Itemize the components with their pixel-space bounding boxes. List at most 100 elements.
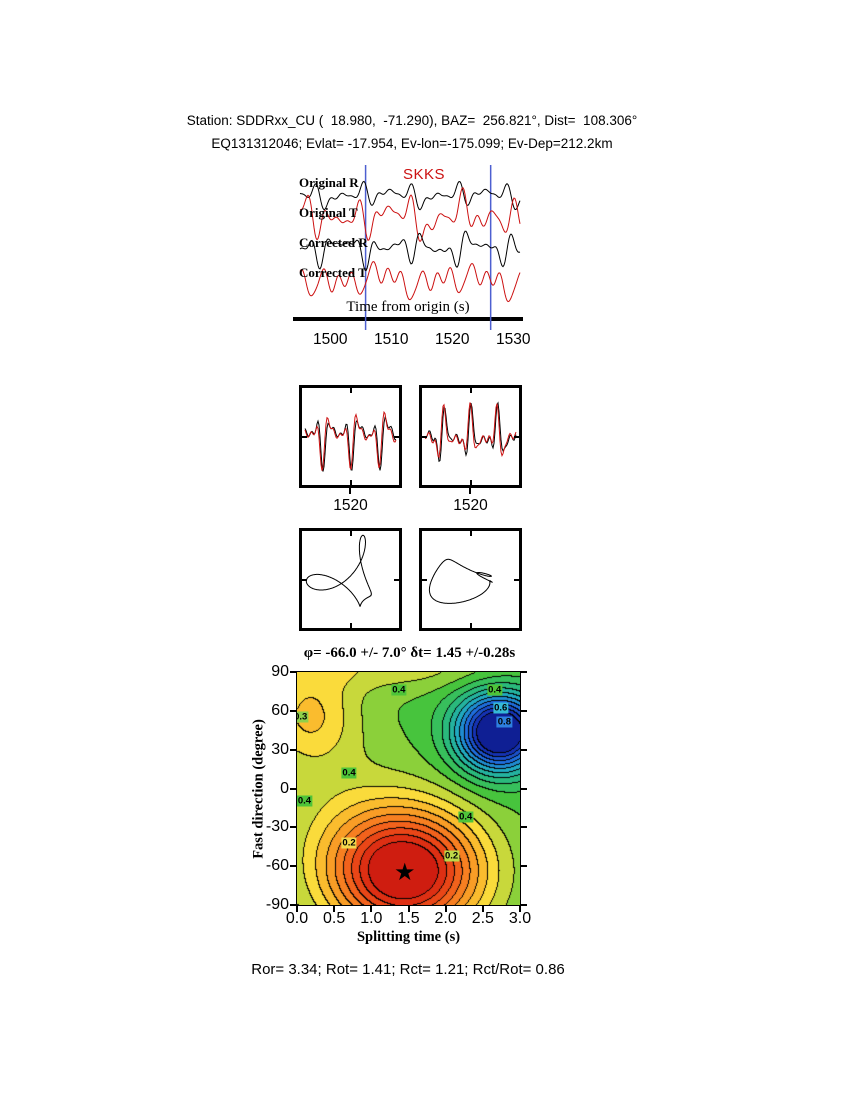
axis-tick-mark	[521, 671, 527, 673]
contour-label: 0.4	[297, 795, 313, 807]
x-axis-title: Splitting time (s)	[356, 929, 461, 945]
contour-label: 0.4	[341, 767, 357, 779]
frame-tick-mark	[302, 578, 307, 581]
axis-tick-mark	[290, 709, 296, 712]
frame-tick-mark	[349, 480, 352, 485]
component-trace-black	[424, 401, 517, 463]
results-line: Ror= 3.34; Rot= 1.41; Rct= 1.21; Rct/Rot…	[251, 961, 565, 978]
time-tick-label: 1500	[312, 331, 348, 348]
frame-tick-mark	[394, 578, 399, 581]
trace-original-t	[299, 187, 521, 243]
component-trace-red	[424, 402, 517, 459]
axis-tick-mark	[444, 906, 447, 912]
particle-motion-box-1	[299, 528, 402, 631]
y-tick-label: 0	[280, 779, 289, 797]
x-tick-label: 0.0	[285, 910, 309, 927]
contour-label: 0.6	[493, 702, 509, 714]
station-info-line: Station: SDDRxx_CU ( 18.980, -71.290), B…	[186, 113, 638, 128]
axis-tick-mark	[521, 748, 527, 751]
frame-tick-mark	[469, 623, 472, 628]
misfit-contour-plot: ★ 0.4 0.4 0.6 0.8 0.3 0.4 0.4 0.4 0.2 0.2	[296, 671, 521, 906]
trace-label-corrected-r: Corrected R	[299, 235, 368, 250]
trace-label-original-r: Original R	[299, 175, 359, 190]
frame-tick-mark	[349, 388, 352, 393]
frame-tick-mark	[422, 578, 427, 581]
contour-label: 0.4	[487, 684, 503, 696]
time-tick-label: 1520	[434, 331, 470, 348]
axis-tick-mark	[521, 826, 527, 829]
axis-tick-mark	[481, 906, 484, 912]
y-tick-label: -60	[265, 857, 289, 875]
frame-tick-mark	[394, 435, 399, 438]
x-tick-label: 3.0	[508, 910, 532, 927]
corrected-components-box-1	[299, 385, 402, 488]
box-tick-mark	[349, 488, 351, 494]
frame-tick-mark	[349, 623, 352, 628]
axis-tick-mark	[370, 906, 373, 912]
component-trace-black	[304, 416, 397, 472]
frame-tick-mark	[514, 578, 519, 581]
frame-tick-mark	[302, 435, 307, 438]
y-tick-label: 60	[271, 701, 289, 719]
corrected-components-box-2	[419, 385, 522, 488]
phase-label-skks: SKKS	[403, 166, 446, 183]
y-tick-label: 90	[271, 663, 289, 680]
event-info-line: EQ131312046; Evlat= -17.954, Ev-lon=-175…	[211, 136, 613, 151]
component-overlay-traces	[424, 401, 517, 463]
component-overlay-traces	[304, 410, 397, 472]
time-tick-label: 1510	[373, 331, 409, 348]
contour-label: 0.8	[496, 716, 512, 728]
axis-tick-mark	[521, 787, 527, 790]
contour-label: 0.3	[297, 711, 309, 723]
x-tick-label: 1.5	[397, 910, 420, 927]
box-tick-mark	[469, 488, 471, 494]
y-tick-label: -90	[265, 896, 289, 913]
axis-tick-mark	[519, 906, 521, 912]
particle-motion-plot	[428, 558, 493, 604]
splitting-result-title: φ= -66.0 +/- 7.0° δt= 1.45 +/-0.28s	[303, 645, 516, 661]
box-tick-label: 1520	[333, 497, 368, 514]
frame-tick-mark	[514, 435, 519, 438]
box-tick-label: 1520	[453, 497, 488, 514]
y-tick-label: -30	[265, 818, 289, 836]
frame-tick-mark	[422, 435, 427, 438]
axis-tick-mark	[290, 671, 296, 673]
x-tick-label: 0.5	[323, 910, 346, 927]
seismogram-traces	[299, 165, 521, 330]
axis-tick-mark	[333, 906, 336, 912]
axis-tick-mark	[521, 904, 527, 906]
axis-tick-mark	[290, 865, 296, 868]
particle-motion-plot	[305, 534, 372, 607]
axis-tick-mark	[407, 906, 410, 912]
trace-original-r	[299, 180, 521, 211]
contour-label: 0.2	[444, 850, 460, 862]
frame-tick-mark	[349, 531, 352, 536]
contour-label: 0.4	[391, 684, 407, 696]
trace-label-original-t: Original T	[299, 205, 358, 220]
best-fit-star-marker: ★	[394, 858, 416, 886]
particle-motion-box-2	[419, 528, 522, 631]
particle-motion-curve	[428, 558, 493, 604]
x-tick-label: 1.0	[360, 910, 383, 927]
axis-tick-mark	[296, 906, 298, 912]
time-axis-line	[293, 317, 523, 321]
frame-tick-mark	[469, 480, 472, 485]
time-tick-label: 1530	[495, 331, 531, 348]
trace-corrected-r	[299, 230, 521, 272]
time-axis-tick-labels: 1500 1510 1520 1530	[293, 331, 531, 351]
contour-surface	[297, 672, 520, 905]
contour-label: 0.2	[341, 837, 357, 849]
axis-tick-mark	[290, 826, 296, 829]
component-trace-red	[304, 410, 397, 471]
x-tick-label: 2.0	[434, 910, 457, 927]
trace-corrected-t	[299, 261, 521, 303]
frame-tick-mark	[469, 388, 472, 393]
axis-tick-mark	[290, 787, 296, 790]
axis-tick-mark	[521, 709, 527, 712]
x-tick-label: 2.5	[471, 910, 494, 927]
time-axis-title: Time from origin (s)	[346, 299, 470, 315]
y-tick-label: 30	[271, 740, 289, 758]
particle-motion-curve	[305, 534, 372, 607]
axis-tick-mark	[290, 904, 296, 906]
